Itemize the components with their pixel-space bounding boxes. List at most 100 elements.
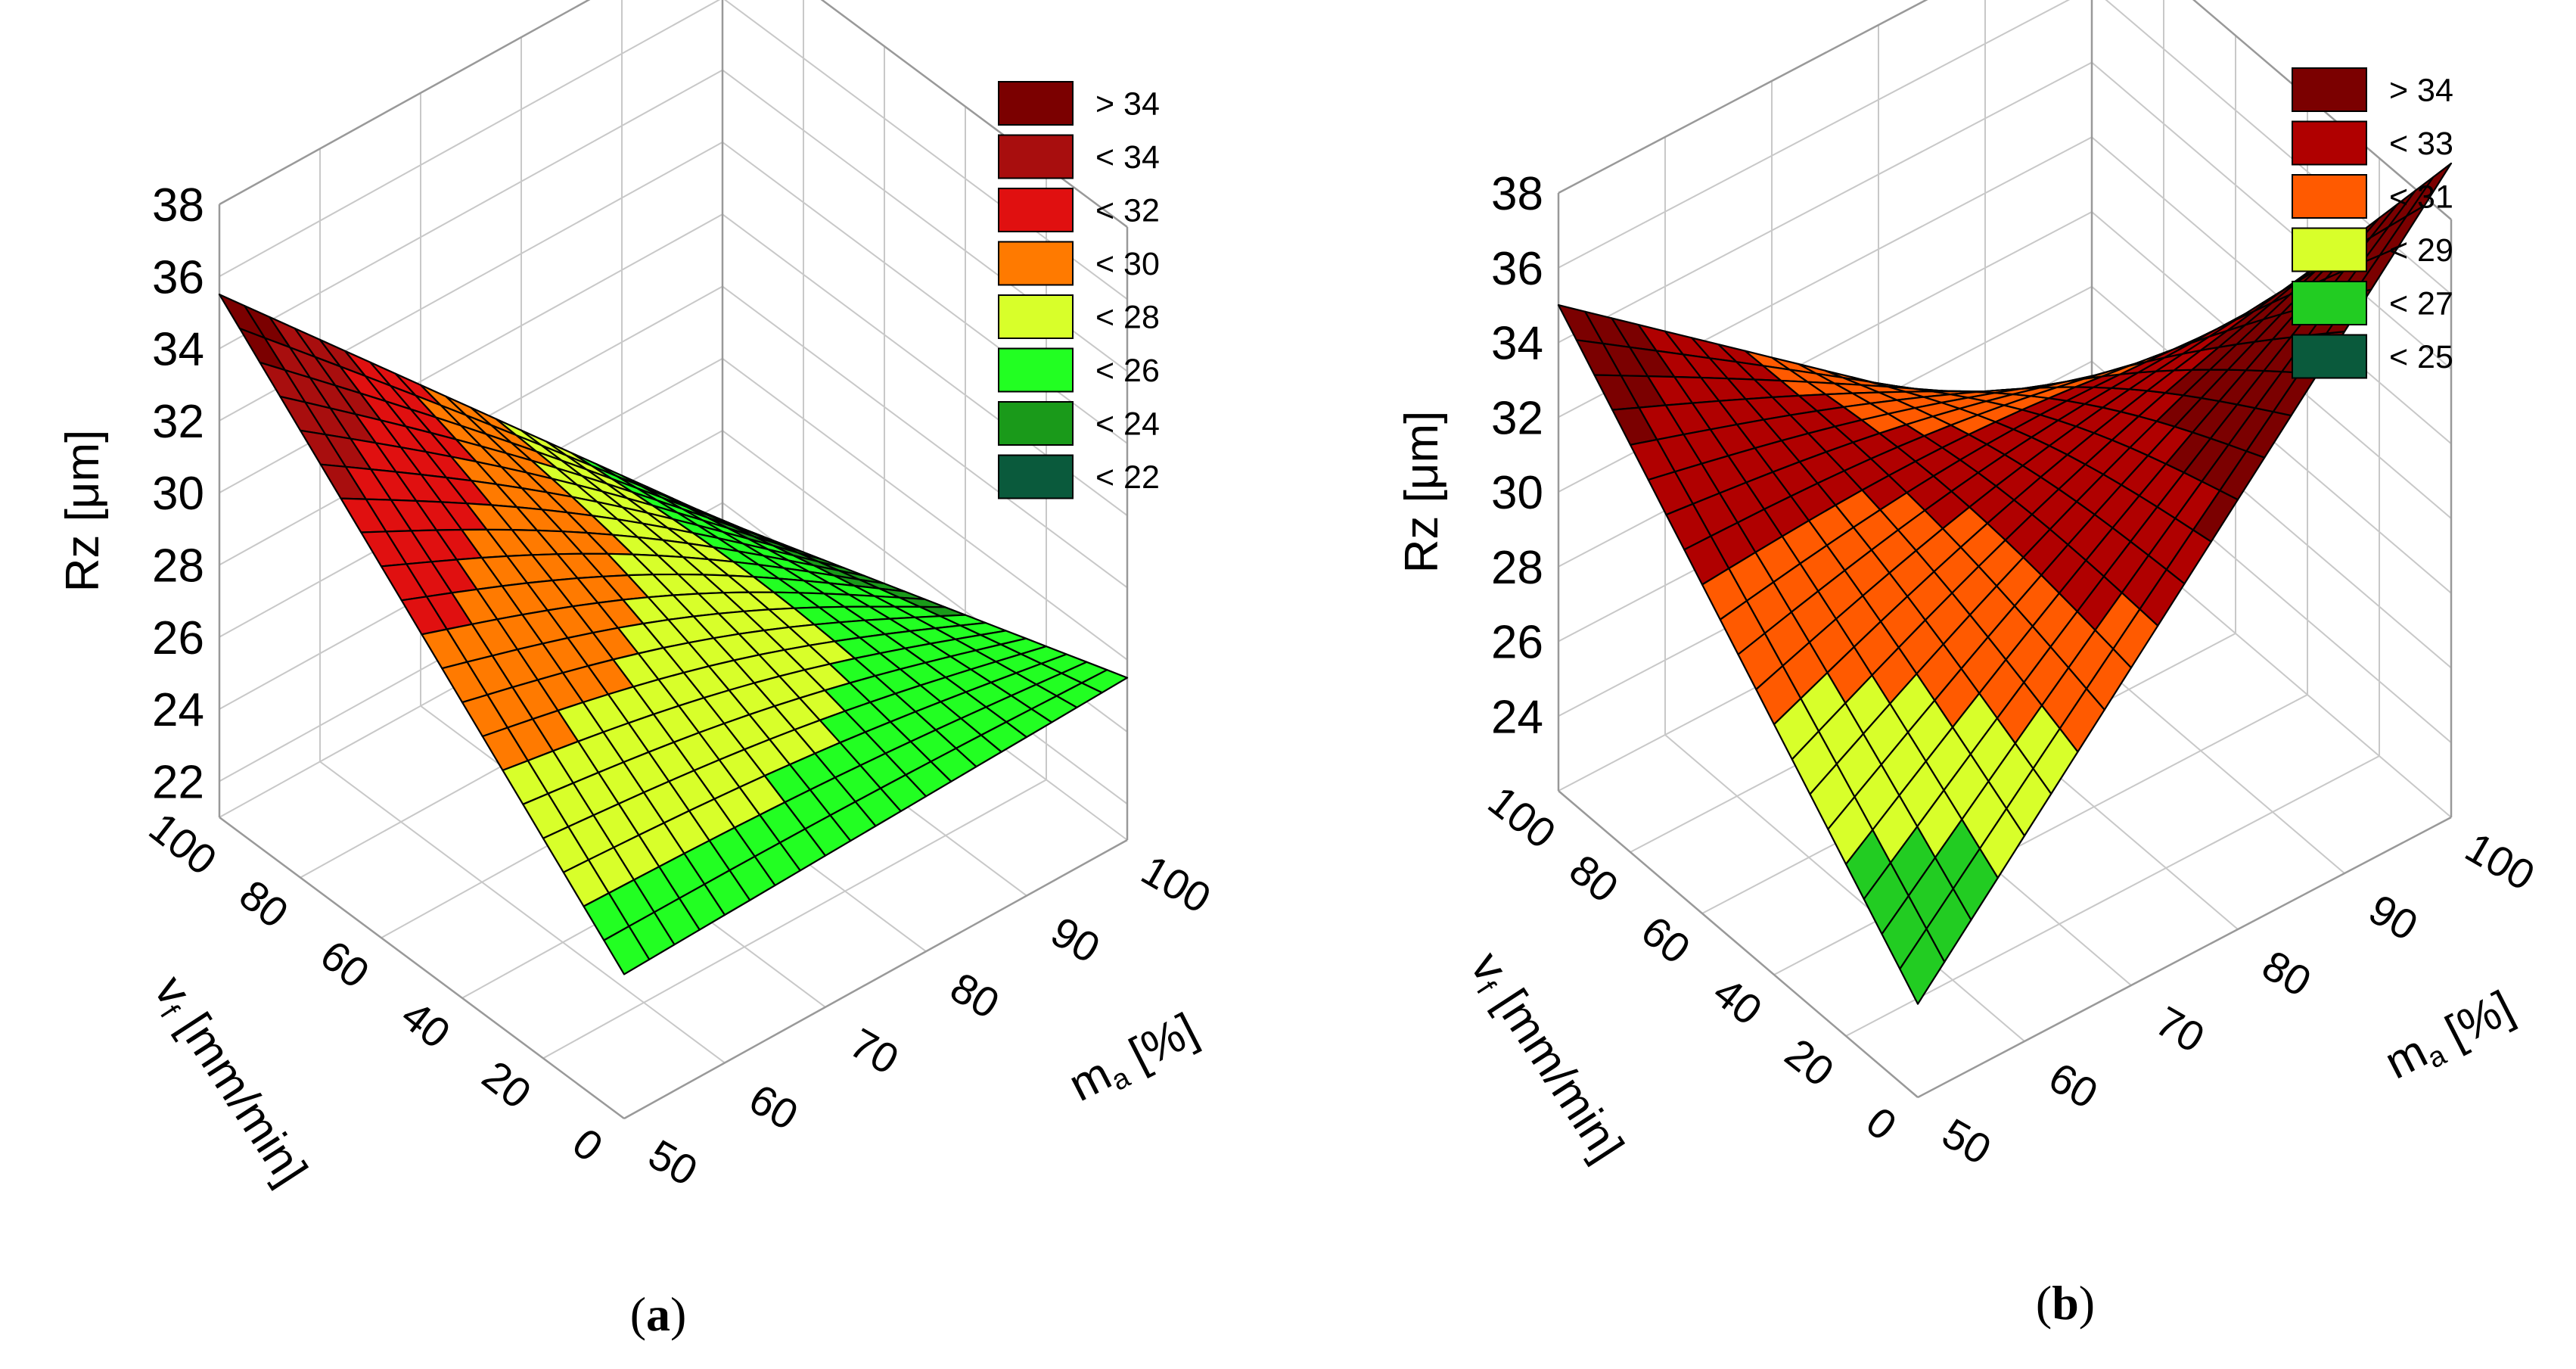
legend-swatch — [998, 241, 1074, 286]
backwall-gridline-z — [1558, 61, 2093, 344]
y-tick-label: 20 — [474, 1051, 540, 1118]
x-tick-label: 70 — [2148, 997, 2212, 1062]
floor-gridline-y — [1845, 755, 2380, 1037]
box-edge — [219, 0, 591, 206]
backwall-gridline-z — [219, 69, 723, 350]
legend-label: < 32 — [1095, 193, 1160, 229]
y-tick-label: 60 — [1633, 907, 1699, 973]
legend-label: < 30 — [1095, 246, 1160, 282]
z-tick-label: 38 — [152, 179, 204, 232]
y-tick-label: 40 — [1704, 968, 1771, 1035]
z-axis-label: Rz [μm] — [1396, 411, 1448, 574]
sidewall-gridline-z — [722, 142, 1128, 444]
z-tick-label: 32 — [152, 396, 204, 448]
legend-swatch — [2292, 67, 2367, 112]
legend-swatch — [2292, 281, 2367, 325]
z-tick-label: 30 — [152, 468, 204, 520]
z-tick-label: 24 — [152, 684, 204, 736]
x-tick-label: 50 — [1934, 1109, 1999, 1174]
sidewall-gridline-z — [722, 357, 1128, 661]
panel-caption-a: (a) — [629, 1287, 687, 1341]
x-axis-label-main: m — [2377, 1025, 2435, 1090]
legend-swatch — [998, 188, 1074, 232]
z-axis-label: Rz [μm] — [57, 430, 109, 593]
x-tick-label: 60 — [2041, 1053, 2105, 1118]
z-tick-label: 32 — [1491, 392, 1543, 444]
surface-cell — [2405, 162, 2453, 217]
y-axis-label-unit: [mm/min] — [161, 993, 317, 1194]
box-edge — [1558, 790, 1919, 1098]
z-tick-label: 26 — [1491, 617, 1543, 669]
legend: > 34 < 33 < 31 < 29 < 27 < 25 — [2292, 67, 2453, 379]
legend-label: > 34 — [1095, 86, 1160, 123]
z-tick-label: 36 — [1491, 243, 1543, 295]
y-axis-label: vf [mm/min] — [141, 967, 317, 1196]
legend-label: < 33 — [2389, 126, 2453, 162]
x-tick-label: 80 — [2254, 941, 2319, 1006]
x-axis-label: ma [%] — [2377, 981, 2524, 1092]
y-tick-label: 100 — [141, 803, 225, 884]
surface — [218, 294, 1129, 975]
surface-cell — [1080, 669, 1129, 694]
x-tick-label: 50 — [641, 1130, 705, 1195]
x-tick-label: 100 — [2458, 823, 2543, 899]
sidewall-gridline-z — [2091, 61, 2452, 370]
x-tick-label: 70 — [842, 1019, 906, 1084]
box-edge — [623, 839, 1128, 1120]
floor-gridline-y — [542, 779, 1047, 1059]
legend-label: < 31 — [2389, 179, 2453, 216]
x-tick-label: 90 — [2361, 885, 2425, 950]
backwall-gridline-z — [219, 0, 721, 278]
backwall-gridline-z — [1558, 0, 2071, 269]
floor-gridline-x — [1664, 734, 2025, 1042]
box-edge — [1558, 0, 1928, 194]
legend-label: < 26 — [1095, 353, 1160, 389]
z-tick-label: 34 — [1491, 318, 1543, 370]
panel-label-a: a — [646, 1287, 670, 1341]
y-tick-label: 60 — [312, 931, 378, 997]
y-tick-label: 80 — [231, 870, 297, 937]
legend-swatch — [2292, 120, 2367, 166]
x-tick-label: 100 — [1134, 845, 1219, 922]
z-tick-label: 36 — [152, 251, 204, 303]
y-tick-label: 0 — [564, 1119, 611, 1171]
z-tick-label: 34 — [152, 324, 204, 376]
floor-gridline-x — [319, 761, 726, 1064]
panel-label-b: b — [2052, 1276, 2079, 1330]
y-tick-label: 20 — [1776, 1029, 1843, 1096]
legend-swatch — [998, 134, 1074, 179]
box-edge — [1917, 816, 2452, 1099]
y-axis-label: vf [mm/min] — [1457, 943, 1633, 1172]
z-tick-label: 26 — [152, 612, 204, 664]
legend: > 34 < 34 < 32 < 30 < 28 < 26 < 24 < 22 — [998, 81, 1160, 499]
legend-swatch — [2292, 174, 2367, 219]
y-tick-label: 100 — [1480, 776, 1565, 857]
x-tick-label: 90 — [1043, 907, 1108, 972]
z-tick-label: 22 — [152, 756, 204, 808]
legend-swatch — [998, 454, 1074, 499]
panel-b: 50 60 70 80 90 100 0 20 40 60 80 100 24 26 28 30 32 34 36 3… — [1286, 0, 2576, 1369]
legend-label: < 22 — [1095, 459, 1160, 496]
sidewall-gridline-z — [2091, 136, 2452, 445]
legend-label: < 27 — [2389, 286, 2453, 322]
z-tick-label: 24 — [1491, 691, 1543, 743]
x-axis-label: ma [%] — [1061, 1003, 1207, 1115]
backwall-gridline-z — [219, 0, 590, 205]
x-axis-label-main: m — [1061, 1047, 1119, 1112]
z-tick-label: 28 — [1491, 542, 1543, 594]
legend-label: < 24 — [1095, 406, 1160, 443]
floor-gridline-y — [1773, 694, 2308, 975]
panel-caption-b: (b) — [2035, 1276, 2096, 1330]
backwall-gridline-z — [219, 213, 723, 494]
sidewall-gridline-z — [722, 285, 1128, 589]
box-edge — [2192, 0, 2452, 220]
y-tick-label: 80 — [1561, 845, 1627, 912]
legend-swatch — [998, 81, 1074, 126]
panel-a: 50 60 70 80 90 100 0 20 40 60 80 100 22 24 26 28 30 32 34 3… — [0, 0, 1286, 1369]
z-tick-label: 28 — [152, 540, 204, 592]
legend-label: < 25 — [2389, 339, 2453, 375]
x-tick-label: 80 — [943, 963, 1007, 1028]
legend-label: < 28 — [1095, 300, 1160, 336]
z-tick-label: 30 — [1491, 467, 1543, 519]
legend-swatch — [2292, 227, 2367, 272]
